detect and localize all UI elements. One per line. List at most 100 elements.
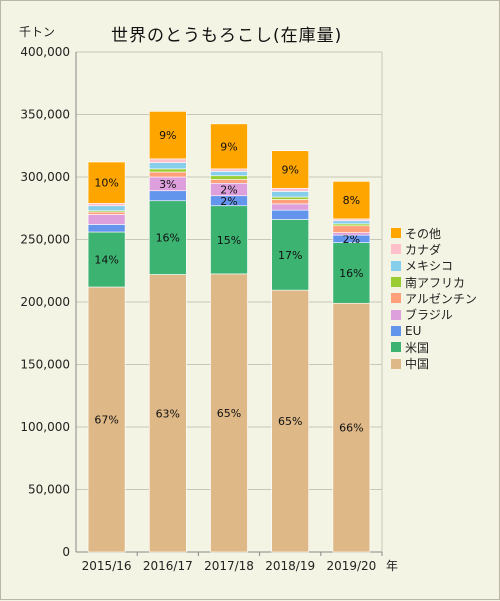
y-tick-label: 150,000 [20, 358, 70, 372]
legend-swatch [391, 277, 401, 288]
bar-segment [87, 161, 126, 204]
legend-swatch [391, 325, 401, 336]
legend-label: 米国 [405, 340, 430, 355]
bar-segment [149, 190, 187, 202]
x-tick-label: 2017/18 [204, 559, 254, 573]
legend-item: その他 [391, 225, 477, 241]
data-label: 16% [156, 232, 180, 245]
data-label: 9% [281, 164, 298, 177]
legend-label: 中国 [405, 357, 430, 372]
legend-label: ブラジル [405, 308, 453, 323]
bar-segment [149, 171, 187, 178]
bar-segment [271, 203, 310, 211]
bar-segment [271, 191, 310, 198]
bar-segment [87, 211, 126, 215]
bar-segment [332, 220, 371, 225]
y-tick-label: 200,000 [20, 295, 70, 309]
x-tick-label: 2016/17 [143, 559, 193, 573]
legend-item: ブラジル [391, 306, 477, 322]
x-tick-label: 2019/20 [326, 559, 376, 573]
data-label: 2% [220, 195, 237, 208]
x-tick-label: 2015/16 [82, 559, 132, 573]
legend-swatch [391, 228, 401, 239]
y-tick-label: 50,000 [28, 483, 70, 497]
legend-swatch [391, 358, 401, 369]
data-label: 66% [339, 422, 363, 435]
data-label: 65% [217, 407, 241, 420]
data-label: 10% [94, 177, 118, 190]
legend-label: カナダ [405, 242, 442, 257]
bar-segment [271, 219, 310, 291]
legend-label: その他 [405, 226, 442, 241]
legend-label: EU [405, 323, 422, 338]
bar-segment [87, 205, 126, 212]
bar-segment [87, 224, 126, 233]
bar-segment [332, 302, 371, 553]
bar-segment [149, 111, 187, 160]
bar-segment [271, 199, 310, 205]
unit-label: 千トン [19, 25, 56, 39]
bar-segment [210, 179, 248, 184]
bar-segment [210, 175, 248, 180]
y-tick-label: 350,000 [20, 108, 70, 122]
legend-item: 中国 [391, 355, 477, 371]
bar-segment [210, 205, 248, 275]
legend-item: アルゼンチン [391, 290, 477, 306]
bar-segment [271, 196, 310, 200]
y-tick-label: 100,000 [20, 420, 70, 434]
y-tick-label: 250,000 [20, 233, 70, 247]
data-label: 14% [94, 254, 118, 267]
data-label: 65% [278, 415, 302, 428]
data-label: 9% [220, 140, 237, 153]
data-label: 3% [159, 178, 176, 191]
x-axis-label: 年 [386, 559, 398, 573]
legend-item: 南アフリカ [391, 274, 477, 290]
legend-item: EU [391, 323, 477, 339]
legend-swatch [391, 244, 401, 255]
bar-segment [271, 209, 310, 220]
y-tick-label: 0 [62, 545, 70, 559]
bar-segment [87, 202, 126, 207]
legend-label: 南アフリカ [405, 275, 466, 290]
data-label: 9% [159, 129, 176, 142]
data-label: 67% [94, 414, 118, 427]
bar-segment [210, 273, 248, 553]
bar-segment [149, 162, 187, 170]
x-tick-label: 2018/19 [265, 559, 315, 573]
bar-segment [210, 123, 248, 170]
chart-title: 世界のとうもろこし(在庫量) [111, 26, 343, 46]
legend-item: メキシコ [391, 258, 477, 274]
legend-swatch [391, 260, 401, 271]
bar-segment [210, 168, 248, 172]
bar-segment [210, 171, 248, 177]
bar-segment [332, 242, 371, 304]
legend-swatch [391, 342, 401, 353]
legend-swatch [391, 309, 401, 320]
bar-segment [271, 187, 310, 192]
legend-swatch [391, 293, 401, 304]
bar-segment [271, 150, 310, 189]
legend: その他 カナダ メキシコ 南アフリカ アルゼンチン ブラジル EU 米国中国 [391, 225, 477, 372]
bar-segment [87, 286, 126, 553]
data-label: 17% [278, 249, 302, 262]
data-label: 16% [339, 267, 363, 280]
bar-segment [332, 232, 371, 236]
data-label: 8% [343, 194, 360, 207]
y-tick-label: 300,000 [20, 170, 70, 184]
legend-label: アルゼンチン [405, 291, 477, 306]
bar-segment [149, 158, 187, 163]
data-label: 2% [343, 233, 360, 246]
data-label: 2% [220, 184, 237, 197]
bar-segment [332, 181, 371, 220]
bar-segment [149, 274, 187, 553]
legend-item: 米国 [391, 339, 477, 355]
bar-segment [332, 225, 371, 233]
y-tick-label: 400,000 [20, 45, 70, 59]
bar-segment [149, 168, 187, 173]
bar-segment [149, 200, 187, 275]
data-label: 63% [156, 407, 180, 420]
bar-segment [271, 289, 310, 553]
bar-segment [87, 214, 126, 225]
